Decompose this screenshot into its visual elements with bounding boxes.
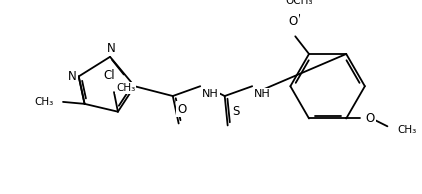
Text: OCH₃: OCH₃	[285, 0, 313, 6]
Text: O: O	[366, 112, 375, 125]
Text: O: O	[177, 103, 186, 116]
Text: CH₃: CH₃	[397, 125, 417, 135]
Text: NH: NH	[254, 89, 271, 99]
Text: Cl: Cl	[103, 69, 115, 82]
Text: S: S	[232, 105, 239, 118]
Text: CH₃: CH₃	[34, 97, 53, 107]
Text: O: O	[289, 16, 298, 29]
Text: NH: NH	[202, 89, 219, 99]
Text: N: N	[107, 42, 115, 55]
Text: CH₃: CH₃	[116, 83, 135, 93]
Text: N: N	[68, 70, 77, 83]
